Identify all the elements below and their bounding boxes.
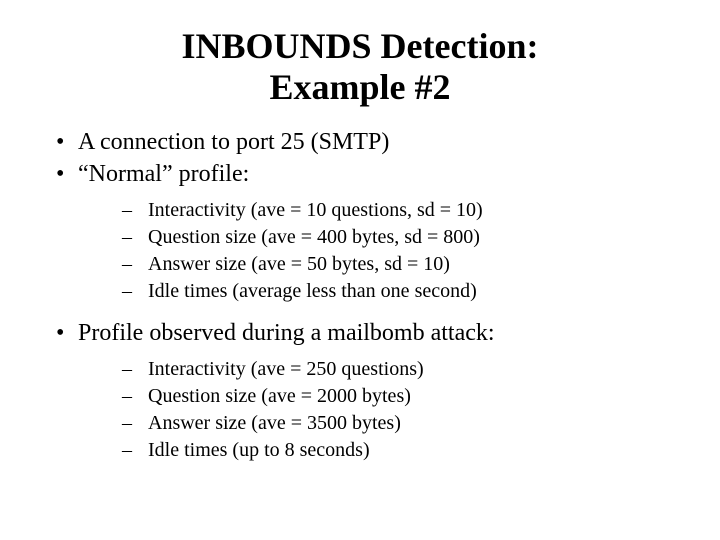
slide-title: INBOUNDS Detection: Example #2 [50, 26, 670, 109]
bullet-text: “Normal” profile: [78, 161, 249, 187]
list-item: Question size (ave = 2000 bytes) [78, 383, 670, 409]
bullet-text: A connection to port 25 (SMTP) [78, 129, 389, 155]
sub-bullet-text: Question size (ave = 2000 bytes) [148, 385, 411, 407]
list-item: Idle times (average less than one second… [78, 278, 670, 304]
bullet-list: A connection to port 25 (SMTP) “Normal” … [50, 127, 670, 463]
list-item: Interactivity (ave = 10 questions, sd = … [78, 197, 670, 223]
sub-bullet-text: Question size (ave = 400 bytes, sd = 800… [148, 226, 480, 248]
list-item: Profile observed during a mailbomb attac… [50, 318, 670, 463]
sub-list: Interactivity (ave = 250 questions) Ques… [78, 356, 670, 463]
sub-bullet-text: Idle times (average less than one second… [148, 280, 477, 302]
list-item: Answer size (ave = 50 bytes, sd = 10) [78, 251, 670, 277]
title-line-2: Example #2 [269, 67, 450, 107]
sub-bullet-text: Answer size (ave = 3500 bytes) [148, 412, 401, 434]
list-item: Interactivity (ave = 250 questions) [78, 356, 670, 382]
sub-bullet-text: Interactivity (ave = 250 questions) [148, 358, 424, 380]
list-item: “Normal” profile: Interactivity (ave = 1… [50, 159, 670, 304]
list-item: Question size (ave = 400 bytes, sd = 800… [78, 224, 670, 250]
slide: INBOUNDS Detection: Example #2 A connect… [0, 0, 720, 540]
list-item: Idle times (up to 8 seconds) [78, 437, 670, 463]
bullet-text: Profile observed during a mailbomb attac… [78, 320, 495, 346]
sub-list: Interactivity (ave = 10 questions, sd = … [78, 197, 670, 304]
sub-bullet-text: Answer size (ave = 50 bytes, sd = 10) [148, 253, 450, 275]
title-line-1: INBOUNDS Detection: [182, 26, 539, 66]
sub-bullet-text: Idle times (up to 8 seconds) [148, 439, 370, 461]
list-item: Answer size (ave = 3500 bytes) [78, 410, 670, 436]
sub-bullet-text: Interactivity (ave = 10 questions, sd = … [148, 199, 483, 221]
list-item: A connection to port 25 (SMTP) [50, 127, 670, 157]
